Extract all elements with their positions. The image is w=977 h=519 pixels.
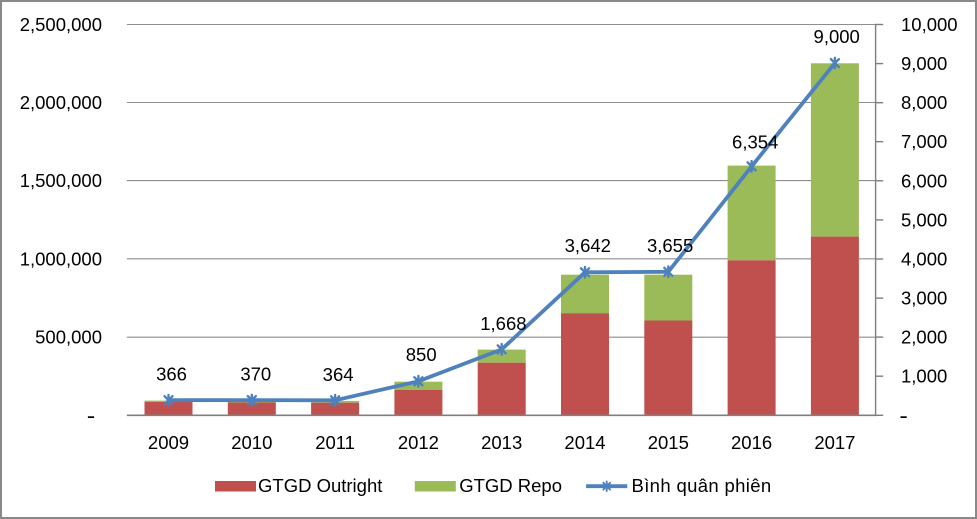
svg-text:7,000: 7,000 bbox=[901, 131, 947, 152]
svg-text:2017: 2017 bbox=[814, 432, 855, 453]
svg-text:2009: 2009 bbox=[148, 432, 189, 453]
svg-text:3,655: 3,655 bbox=[647, 235, 693, 256]
svg-text:Bình quân phiên: Bình quân phiên bbox=[632, 475, 772, 496]
svg-text:364: 364 bbox=[323, 364, 354, 385]
svg-text:2,000: 2,000 bbox=[901, 327, 947, 348]
svg-text:1,500,000: 1,500,000 bbox=[20, 170, 102, 191]
svg-text:366: 366 bbox=[156, 364, 187, 385]
svg-text:1,000: 1,000 bbox=[901, 366, 947, 387]
svg-text:8,000: 8,000 bbox=[901, 92, 947, 113]
svg-text:2014: 2014 bbox=[564, 432, 605, 453]
svg-text:2015: 2015 bbox=[648, 432, 689, 453]
svg-text:2,000,000: 2,000,000 bbox=[20, 92, 102, 113]
svg-text:6,354: 6,354 bbox=[732, 132, 778, 153]
svg-text:6,000: 6,000 bbox=[901, 170, 947, 191]
svg-text:2016: 2016 bbox=[731, 432, 772, 453]
svg-text:2011: 2011 bbox=[315, 432, 355, 453]
svg-text:370: 370 bbox=[240, 364, 271, 385]
svg-text:3,000: 3,000 bbox=[901, 288, 947, 309]
svg-text:2013: 2013 bbox=[481, 432, 522, 453]
svg-text:9,000: 9,000 bbox=[901, 53, 947, 74]
svg-text:2010: 2010 bbox=[231, 432, 272, 453]
svg-text:5,000: 5,000 bbox=[901, 209, 947, 230]
svg-text:9,000: 9,000 bbox=[814, 26, 860, 47]
svg-text:1,668: 1,668 bbox=[480, 313, 526, 334]
svg-text:3,642: 3,642 bbox=[565, 235, 611, 256]
svg-text:850: 850 bbox=[406, 344, 437, 365]
svg-text:4,000: 4,000 bbox=[901, 249, 947, 270]
svg-text:2,500,000: 2,500,000 bbox=[20, 14, 102, 35]
svg-text:1,000,000: 1,000,000 bbox=[20, 248, 102, 269]
svg-text:GTGD Repo: GTGD Repo bbox=[459, 475, 562, 496]
svg-text:GTGD Outright: GTGD Outright bbox=[258, 475, 382, 496]
svg-text:500,000: 500,000 bbox=[35, 327, 102, 348]
svg-text:2012: 2012 bbox=[398, 432, 439, 453]
svg-text:10,000: 10,000 bbox=[901, 14, 958, 35]
